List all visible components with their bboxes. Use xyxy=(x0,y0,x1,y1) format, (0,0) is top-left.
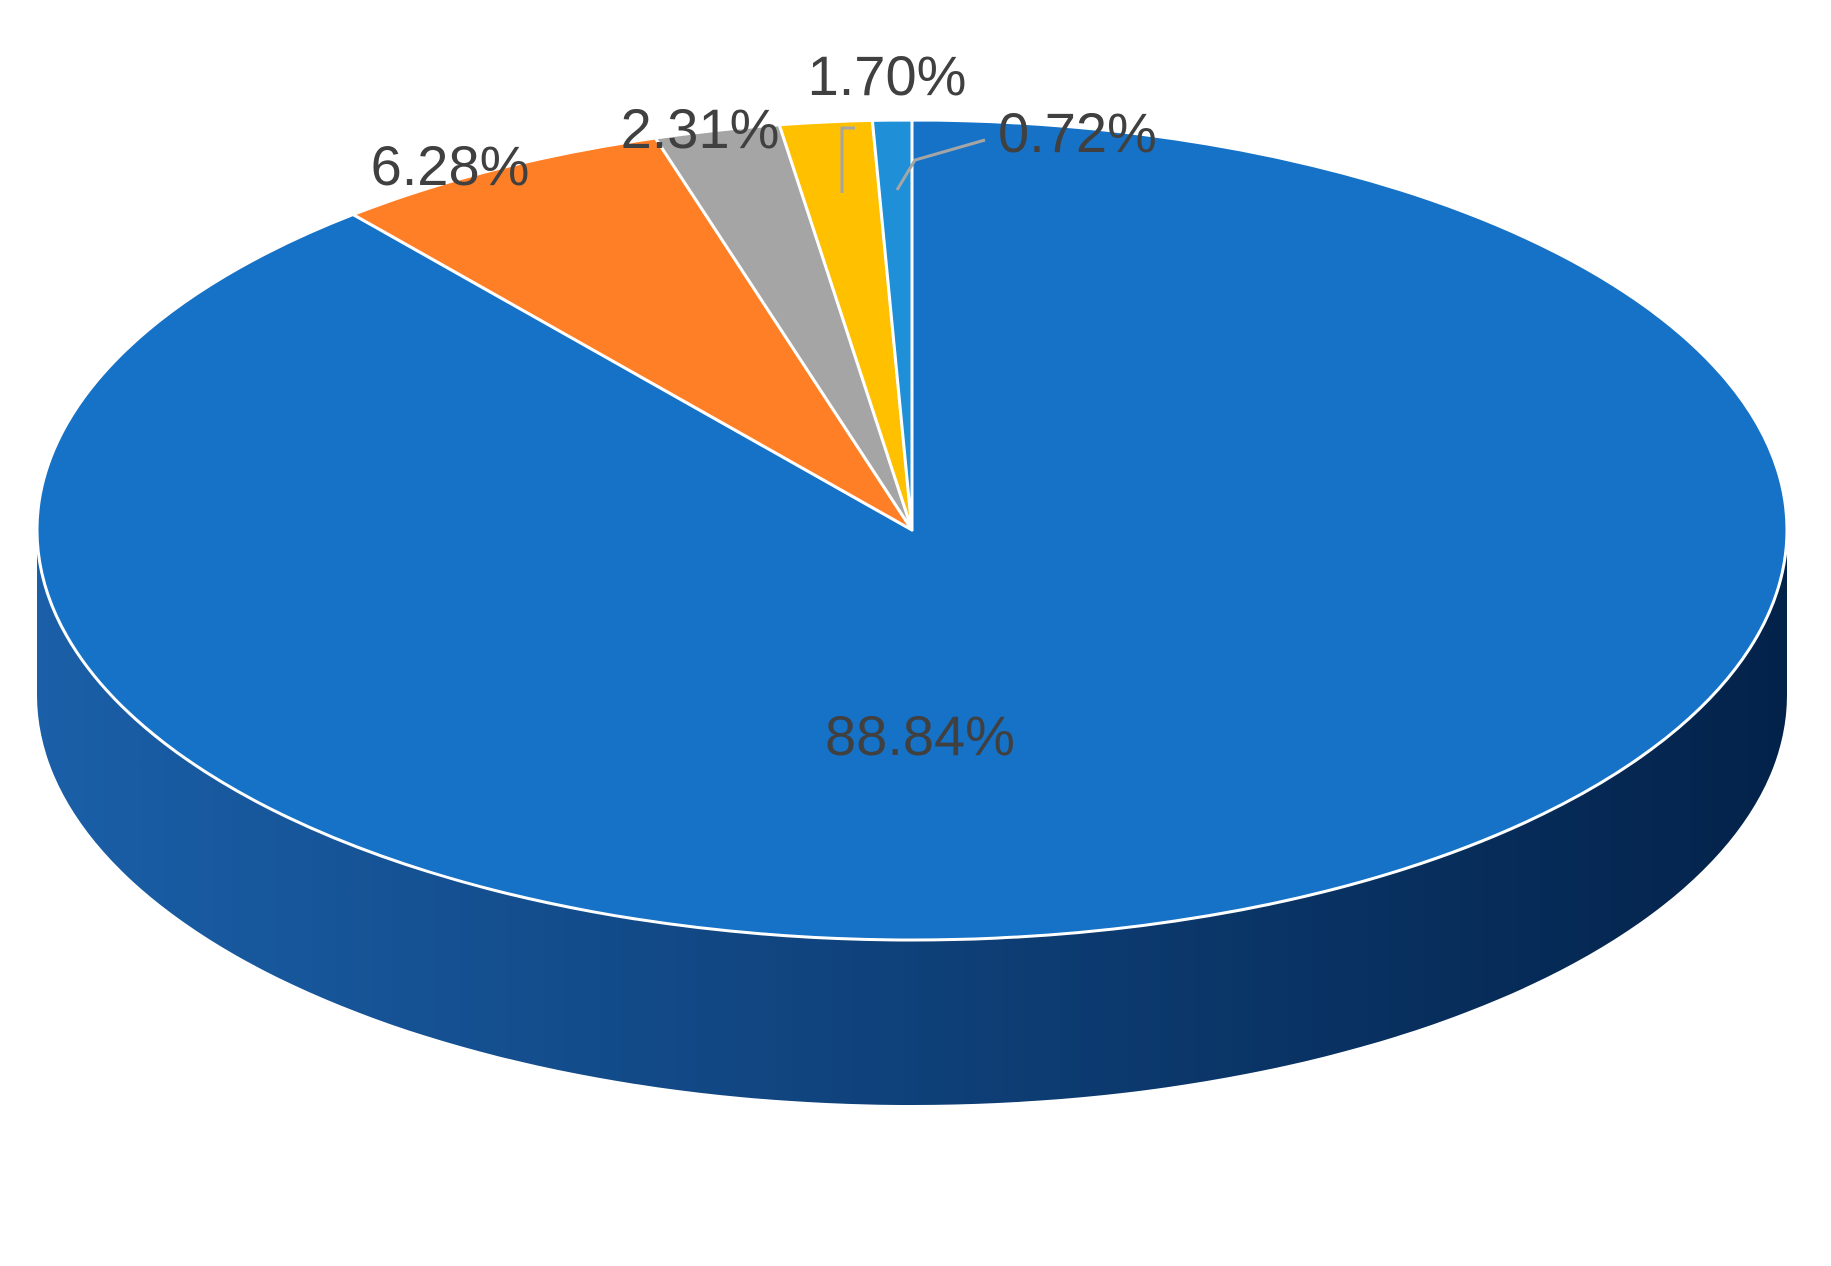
leader-lines xyxy=(840,126,986,193)
data-label-1: 88.84% xyxy=(825,704,1015,767)
leader-line-5 xyxy=(895,138,986,191)
pie-slice-2 xyxy=(351,136,914,532)
pie-slices xyxy=(35,118,1789,942)
data-label-5: 0.72% xyxy=(998,101,1157,164)
leader-line-4 xyxy=(840,126,855,193)
data-labels: 88.84% 6.28% 2.31% 1.70% 0.72% xyxy=(371,44,1157,767)
data-label-4: 1.70% xyxy=(808,44,967,107)
data-label-2: 6.28% xyxy=(371,134,530,197)
data-label-3: 2.31% xyxy=(621,97,780,160)
pie-side xyxy=(37,530,1787,1105)
pie-slice-5 xyxy=(870,118,914,532)
pie-side-wall xyxy=(37,530,1787,1105)
